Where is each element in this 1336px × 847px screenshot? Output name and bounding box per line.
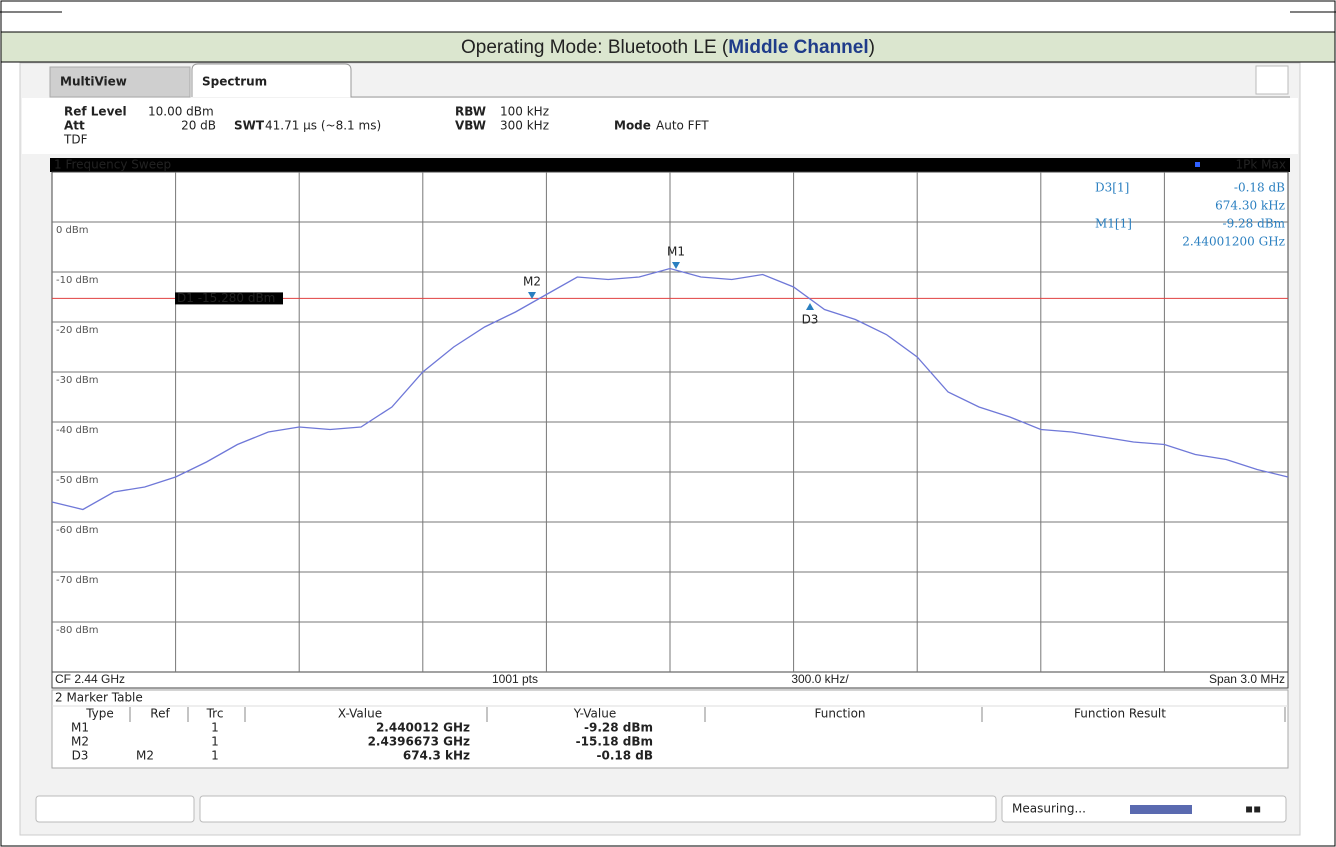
sweep-footer: Span 3.0 MHz xyxy=(1209,672,1285,686)
tick-bg xyxy=(54,524,98,536)
column-header: Type xyxy=(85,707,114,721)
svg-text:SWT: SWT xyxy=(234,119,265,133)
sweep-title: 1 Frequency Sweep xyxy=(54,158,171,172)
tick-bg xyxy=(54,574,98,586)
svg-text:Att: Att xyxy=(64,119,85,133)
y-tick-label: -40 dBm xyxy=(56,425,98,436)
tick-bg xyxy=(54,274,98,286)
table-cell: -9.28 dBm xyxy=(584,721,653,735)
y-tick-label: -80 dBm xyxy=(56,625,98,636)
readout-name: M1[1] xyxy=(1095,217,1132,231)
tick-bg xyxy=(54,224,98,236)
svg-text:Ref Level: Ref Level xyxy=(64,105,127,119)
display-line-label: D1 -15.280 dBm xyxy=(177,291,275,305)
y-tick-label: -70 dBm xyxy=(56,575,98,586)
table-cell: M2 xyxy=(136,749,154,763)
marker-label: M1 xyxy=(667,245,685,259)
svg-text:VBW: VBW xyxy=(455,119,486,133)
y-tick-label: 0 dBm xyxy=(56,225,89,236)
sweep-footer: 1001 pts xyxy=(492,672,538,686)
svg-text:20 dB: 20 dB xyxy=(181,119,216,133)
table-cell: 2.4396673 GHz xyxy=(368,735,470,749)
y-tick-label: -50 dBm xyxy=(56,475,98,486)
svg-text:RBW: RBW xyxy=(455,105,486,119)
marker-label: D3 xyxy=(802,313,819,327)
tab-label: MultiView xyxy=(60,75,127,89)
trace-label: 1Pk Max xyxy=(1236,158,1286,172)
svg-text:▪▪: ▪▪ xyxy=(1245,802,1261,816)
svg-text:TDF: TDF xyxy=(63,133,88,147)
sweep-footer: 300.0 kHz/ xyxy=(791,672,849,686)
table-title: 2 Marker Table xyxy=(55,691,143,705)
menu-button[interactable] xyxy=(1255,65,1289,95)
trace xyxy=(51,267,1289,511)
marker-label: M2 xyxy=(523,275,541,289)
table-cell: M1 xyxy=(71,721,89,735)
table-cell: M2 xyxy=(71,735,89,749)
settings: Ref Level 10.00 dBm Att 20 dB TDF SWT 41… xyxy=(63,105,709,147)
display-line-tag xyxy=(175,292,283,305)
svg-text:Auto FFT: Auto FFT xyxy=(656,119,709,133)
column-header: X-Value xyxy=(338,707,382,721)
table-cell: D3 xyxy=(72,749,89,763)
tab-label: Spectrum xyxy=(202,75,267,89)
tab[interactable] xyxy=(49,66,191,98)
table-cell: 1 xyxy=(211,735,219,749)
svg-text:300 kHz: 300 kHz xyxy=(500,119,549,133)
marker xyxy=(806,303,814,310)
svg-text:100 kHz: 100 kHz xyxy=(500,105,549,119)
readout-value: 674.30 kHz xyxy=(1215,199,1285,213)
tick-bg xyxy=(54,324,98,336)
tick-bg xyxy=(54,424,98,436)
title: Operating Mode: Bluetooth LE (Middle Cha… xyxy=(461,37,875,58)
y-tick-label: -20 dBm xyxy=(56,325,98,336)
table-cell: -0.18 dB xyxy=(596,749,653,763)
svg-text:41.71 µs (~8.1 ms): 41.71 µs (~8.1 ms) xyxy=(265,119,381,133)
readout-value: -0.18 dB xyxy=(1234,181,1285,195)
status: Measuring... xyxy=(1012,802,1086,816)
column-header: Y-Value xyxy=(573,707,617,721)
tick-bg xyxy=(54,374,98,386)
y-tick-label: -10 dBm xyxy=(56,275,98,286)
column-header: Function xyxy=(814,707,865,721)
title-band xyxy=(0,31,1336,63)
svg-text:Mode: Mode xyxy=(614,119,651,133)
table-cell: 2.440012 GHz xyxy=(376,721,470,735)
readout-name: D3[1] xyxy=(1095,181,1129,195)
table-cell: 674.3 kHz xyxy=(403,749,470,763)
svg-text:10.00 dBm: 10.00 dBm xyxy=(148,105,214,119)
column-header: Ref xyxy=(150,707,170,721)
y-tick-label: -30 dBm xyxy=(56,375,98,386)
marker xyxy=(672,262,680,269)
table-cell: -15.18 dBm xyxy=(576,735,653,749)
y-tick-label: -60 dBm xyxy=(56,525,98,536)
sweep-footer: CF 2.44 GHz xyxy=(55,672,125,686)
marker xyxy=(528,292,536,299)
tick-bg xyxy=(54,474,98,486)
column-header: Function Result xyxy=(1074,707,1166,721)
tab[interactable] xyxy=(191,63,1290,98)
column-header: Trc xyxy=(206,707,224,721)
tick-bg xyxy=(54,624,98,636)
readout-value: -9.28 dBm xyxy=(1223,217,1286,231)
table-cell: 1 xyxy=(211,721,219,735)
readout-value: 2.44001200 GHz xyxy=(1182,235,1285,249)
table-cell: 1 xyxy=(211,749,219,763)
